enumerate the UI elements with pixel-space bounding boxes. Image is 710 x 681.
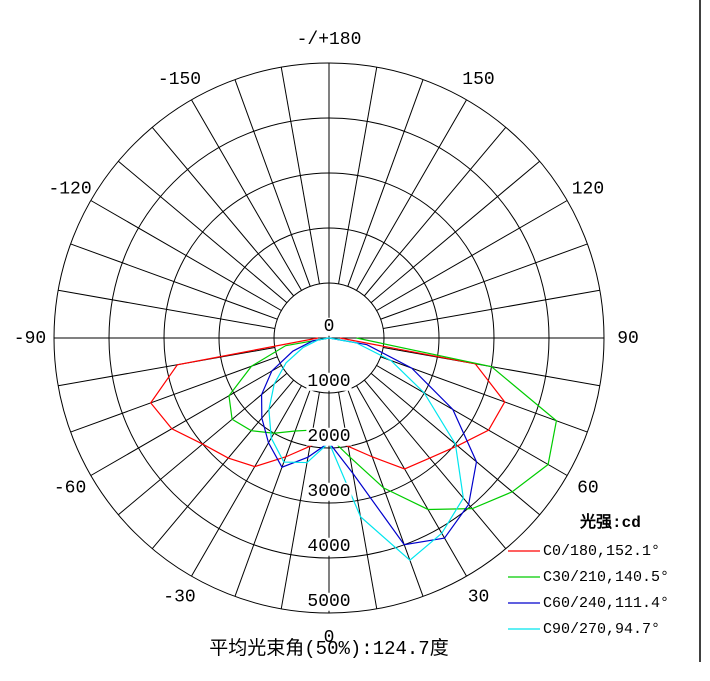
grid-spoke	[356, 385, 467, 577]
grid-spoke	[191, 99, 302, 291]
grid-spoke	[70, 356, 278, 433]
r-tick-label-bg	[306, 592, 352, 611]
legend-title: 光强:cd	[579, 512, 641, 532]
grid-spoke	[151, 127, 295, 297]
r-tick-label-bg	[306, 372, 352, 391]
grid-spoke	[338, 67, 378, 284]
legend-label: C30/210,140.5°	[543, 569, 669, 586]
angle-tick-label: 30	[468, 588, 490, 608]
angle-tick-label: 60	[577, 478, 599, 498]
grid-spoke	[70, 243, 278, 320]
grid-spoke	[363, 379, 507, 549]
grid	[53, 62, 605, 614]
grid-spoke	[376, 365, 568, 476]
angle-tick-label: -150	[158, 70, 201, 90]
angle-tick-label: -120	[48, 179, 91, 199]
grid-spoke	[376, 200, 568, 311]
grid-spoke	[363, 127, 507, 297]
angle-tick-label: 120	[572, 179, 604, 199]
legend-label: C60/240,111.4°	[543, 595, 669, 612]
grid-spoke	[380, 356, 588, 433]
labels: 0 30 60 90 120 150 -/+180 -150 -120 -90 -60 -30 C0/1…	[14, 30, 669, 648]
angle-tick-label: -90	[14, 329, 46, 349]
r-tick-label: 5000	[307, 592, 350, 612]
grid-spoke	[90, 200, 282, 311]
r-tick-label: 0	[324, 317, 335, 337]
annotation: 平均光束角(50%):124.7度	[209, 637, 448, 660]
angle-tick-label: -30	[163, 588, 195, 608]
grid-spoke	[347, 389, 424, 597]
grid-spoke	[58, 347, 275, 387]
grid-spoke	[234, 79, 311, 287]
r-tick-label-bg	[306, 537, 352, 556]
grid-spoke	[151, 379, 295, 549]
grid-spoke	[380, 243, 588, 320]
legend-label: C90/270,94.7°	[543, 621, 660, 638]
grid-spoke	[347, 79, 424, 287]
grid-spoke	[90, 365, 282, 476]
angle-tick-label: -/+180	[297, 30, 362, 50]
r-tick-label: 4000	[307, 537, 350, 557]
legend-label: C0/180,152.1°	[543, 543, 660, 560]
angle-tick-label: -60	[54, 478, 86, 498]
grid-spoke	[191, 385, 302, 577]
angle-tick-label: 90	[617, 329, 639, 349]
r-tick-label: 3000	[307, 482, 350, 502]
angle-tick-label: 150	[462, 70, 494, 90]
grid-spoke	[118, 160, 288, 304]
r-tick-label-bg	[306, 427, 352, 446]
grid-spoke	[58, 289, 275, 329]
r-tick-label-bg	[306, 482, 352, 501]
grid-spoke	[370, 160, 540, 304]
r-tick-label-bg	[322, 317, 336, 336]
r-tick-label: 1000	[307, 372, 350, 392]
grid-spoke	[356, 99, 467, 291]
angle-tick-label: 0	[324, 628, 335, 648]
grid-spoke	[383, 289, 600, 329]
grid-spoke	[280, 67, 320, 284]
grid-spoke	[234, 389, 311, 597]
r-tick-label: 2000	[307, 427, 350, 447]
